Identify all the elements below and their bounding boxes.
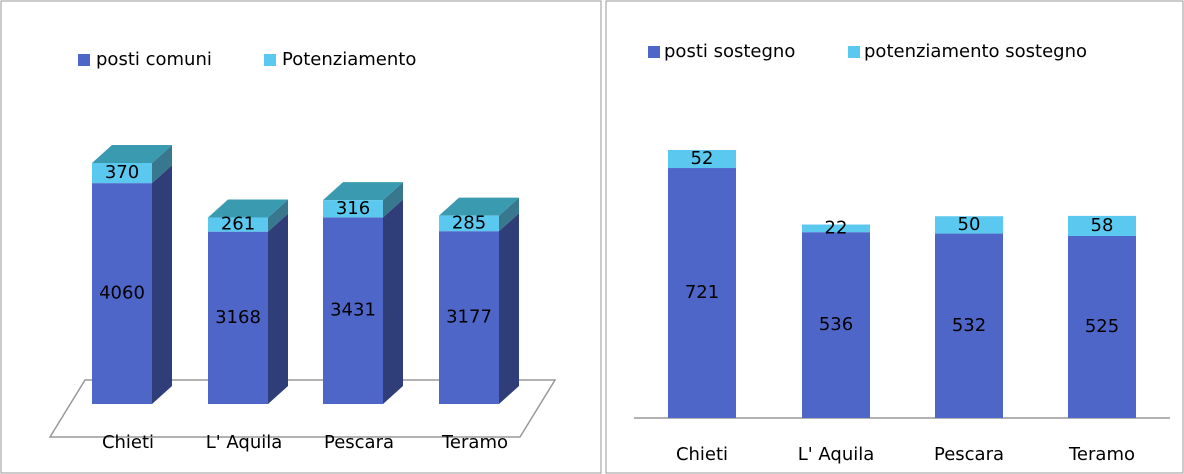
legend-swatch [264,54,276,66]
bar-side [268,213,288,404]
x-tick-label: Teramo [441,432,508,453]
bar [323,200,383,218]
legend-swatch [648,46,660,58]
bar [802,232,870,418]
bar-top [208,199,288,218]
bar-top [439,197,519,216]
bar-side [499,213,519,404]
legend-label: potenziamento sostegno [864,41,1087,62]
legend-label: posti comuni [96,49,212,70]
bar-side [383,199,403,404]
value-label: 3168 [215,307,261,328]
floor [48,379,557,438]
value-label: 532 [952,315,986,336]
value-label: 525 [1085,316,1119,337]
bar-side [499,197,519,232]
legend-label: Potenziamento [282,49,416,70]
bar [208,231,268,404]
value-label: 3177 [446,307,492,328]
legend-swatch [78,54,90,66]
x-tick-label: Pescara [934,444,1004,465]
bar [668,168,736,418]
bar-top [323,182,403,201]
bar [668,150,736,169]
bar-top [92,145,172,163]
bar-side [383,182,403,218]
legend-label: posti sostegno [664,41,795,62]
value-label: 370 [105,162,139,183]
value-label: 22 [825,217,848,238]
bar [323,217,383,404]
bar [1068,235,1136,418]
value-label: 52 [691,148,714,169]
bar [439,231,499,404]
bar [92,163,152,184]
value-label: 316 [336,198,370,219]
bar [1068,215,1136,236]
bar-side [152,145,172,184]
x-tick-label: Chieti [676,444,728,465]
bar-side [152,165,172,404]
legend-swatch [848,46,860,58]
x-tick-label: Pescara [324,432,394,453]
value-label: 536 [819,314,853,335]
x-tick-label: Chieti [102,432,154,453]
bar [935,233,1003,418]
value-label: 58 [1091,215,1114,236]
value-label: 3431 [330,300,376,321]
bar-side [268,199,288,232]
value-label: 285 [452,212,486,233]
value-label: 4060 [99,283,145,304]
bar [92,183,152,404]
x-tick-label: L' Aquila [798,444,875,465]
x-tick-label: L' Aquila [206,432,283,453]
x-tick-label: Teramo [1068,444,1135,465]
value-label: 721 [685,282,719,303]
value-label: 50 [958,214,981,235]
bar [935,216,1003,234]
bar [439,215,499,232]
bar [208,217,268,232]
bar [802,224,870,233]
value-label: 261 [221,214,255,235]
